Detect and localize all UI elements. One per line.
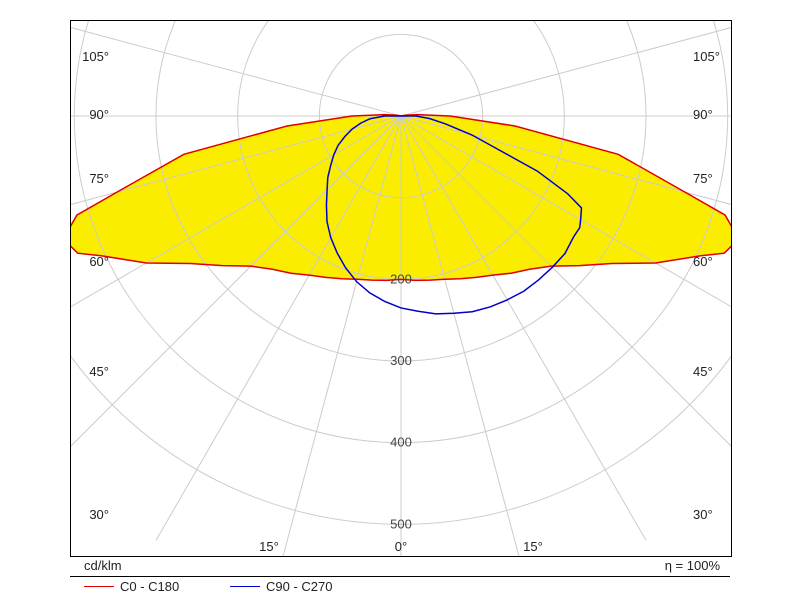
angle-label-bottom: 15° [259,539,279,554]
radial-label: 300 [390,353,412,368]
footer-rule [70,576,730,577]
angle-label-bottom: 15° [523,539,543,554]
angle-label-left: 45° [89,364,109,379]
angle-label-left: 30° [89,507,109,522]
efficiency-label: η = 100% [665,558,720,573]
angle-label-left: 75° [89,171,109,186]
unit-label: cd/klm [84,558,122,573]
radial-label: 200 [390,271,412,286]
legend-label-c90: C90 - C270 [266,579,332,594]
grid-spoke [401,21,731,116]
angle-label-left: 60° [89,254,109,269]
angle-label-left: 90° [89,107,109,122]
plot-area: 200 300 400 500 105° 105° 90° 90° 75° 75° 60° 60° 45… [70,20,732,557]
legend-label-c0: C0 - C180 [120,579,179,594]
angle-label-right: 30° [693,507,713,522]
angle-label-bottom: 0° [395,539,407,554]
polar-svg: 200 300 400 500 105° 105° 90° 90° 75° 75° 60° 60° 45… [71,21,731,556]
grid-spoke [71,21,401,116]
footer: cd/klm η = 100% C0 - C180 C90 - C270 [70,556,730,598]
polar-chart-container: 200 300 400 500 105° 105° 90° 90° 75° 75° 60° 60° 45… [0,0,800,600]
angle-label-right: 105° [693,49,720,64]
radial-label: 500 [390,516,412,531]
angle-label-right: 90° [693,107,713,122]
legend-swatch-c0 [84,586,114,587]
legend-swatch-c90 [230,586,260,587]
angle-label-right: 45° [693,364,713,379]
radial-label: 400 [390,435,412,450]
angle-label-right: 60° [693,254,713,269]
angle-label-right: 75° [693,171,713,186]
angle-label-left: 105° [82,49,109,64]
